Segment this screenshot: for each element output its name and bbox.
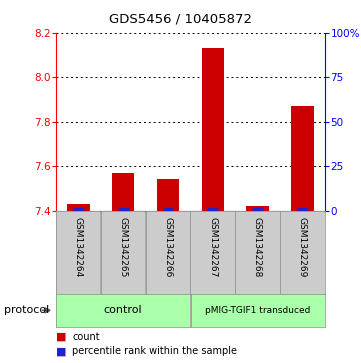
- Text: ■: ■: [56, 346, 66, 356]
- Text: GSM1342265: GSM1342265: [118, 217, 127, 278]
- Bar: [157, 179, 179, 211]
- Bar: [74, 208, 83, 211]
- Bar: [67, 204, 90, 211]
- Bar: [208, 208, 217, 211]
- Bar: [164, 208, 173, 211]
- Text: ■: ■: [56, 332, 66, 342]
- Text: GSM1342269: GSM1342269: [298, 217, 307, 278]
- Text: control: control: [104, 305, 142, 315]
- Bar: [112, 173, 134, 211]
- Text: GDS5456 / 10405872: GDS5456 / 10405872: [109, 13, 252, 26]
- Bar: [119, 208, 128, 211]
- Bar: [247, 206, 269, 211]
- Text: GSM1342268: GSM1342268: [253, 217, 262, 278]
- Bar: [202, 48, 224, 211]
- Text: GSM1342264: GSM1342264: [74, 217, 83, 277]
- Text: count: count: [72, 332, 100, 342]
- Text: pMIG-TGIF1 transduced: pMIG-TGIF1 transduced: [205, 306, 310, 315]
- Text: GSM1342266: GSM1342266: [163, 217, 172, 278]
- Text: GSM1342267: GSM1342267: [208, 217, 217, 278]
- Bar: [253, 208, 262, 211]
- Bar: [291, 106, 314, 211]
- Text: percentile rank within the sample: percentile rank within the sample: [72, 346, 237, 356]
- Bar: [298, 208, 307, 211]
- Text: protocol: protocol: [4, 305, 49, 315]
